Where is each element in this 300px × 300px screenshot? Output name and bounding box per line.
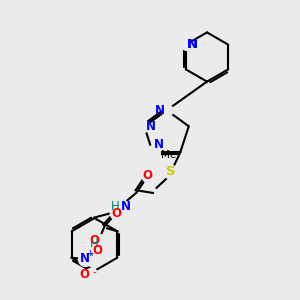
Text: O: O xyxy=(93,244,103,257)
Text: N: N xyxy=(154,138,164,151)
Text: N: N xyxy=(121,200,130,213)
Text: Me: Me xyxy=(161,150,176,160)
Text: O: O xyxy=(79,268,89,281)
Text: N: N xyxy=(80,251,90,265)
Text: N: N xyxy=(146,120,156,133)
Text: O: O xyxy=(111,207,121,220)
Text: N: N xyxy=(186,38,197,51)
Text: S: S xyxy=(167,165,176,178)
Text: N: N xyxy=(155,103,165,117)
Text: H: H xyxy=(111,200,119,213)
Text: O: O xyxy=(143,169,153,182)
Text: H: H xyxy=(90,237,99,250)
Text: N: N xyxy=(186,38,197,51)
Text: O: O xyxy=(89,234,99,247)
Text: -: - xyxy=(92,267,96,277)
Text: +: + xyxy=(86,249,93,258)
